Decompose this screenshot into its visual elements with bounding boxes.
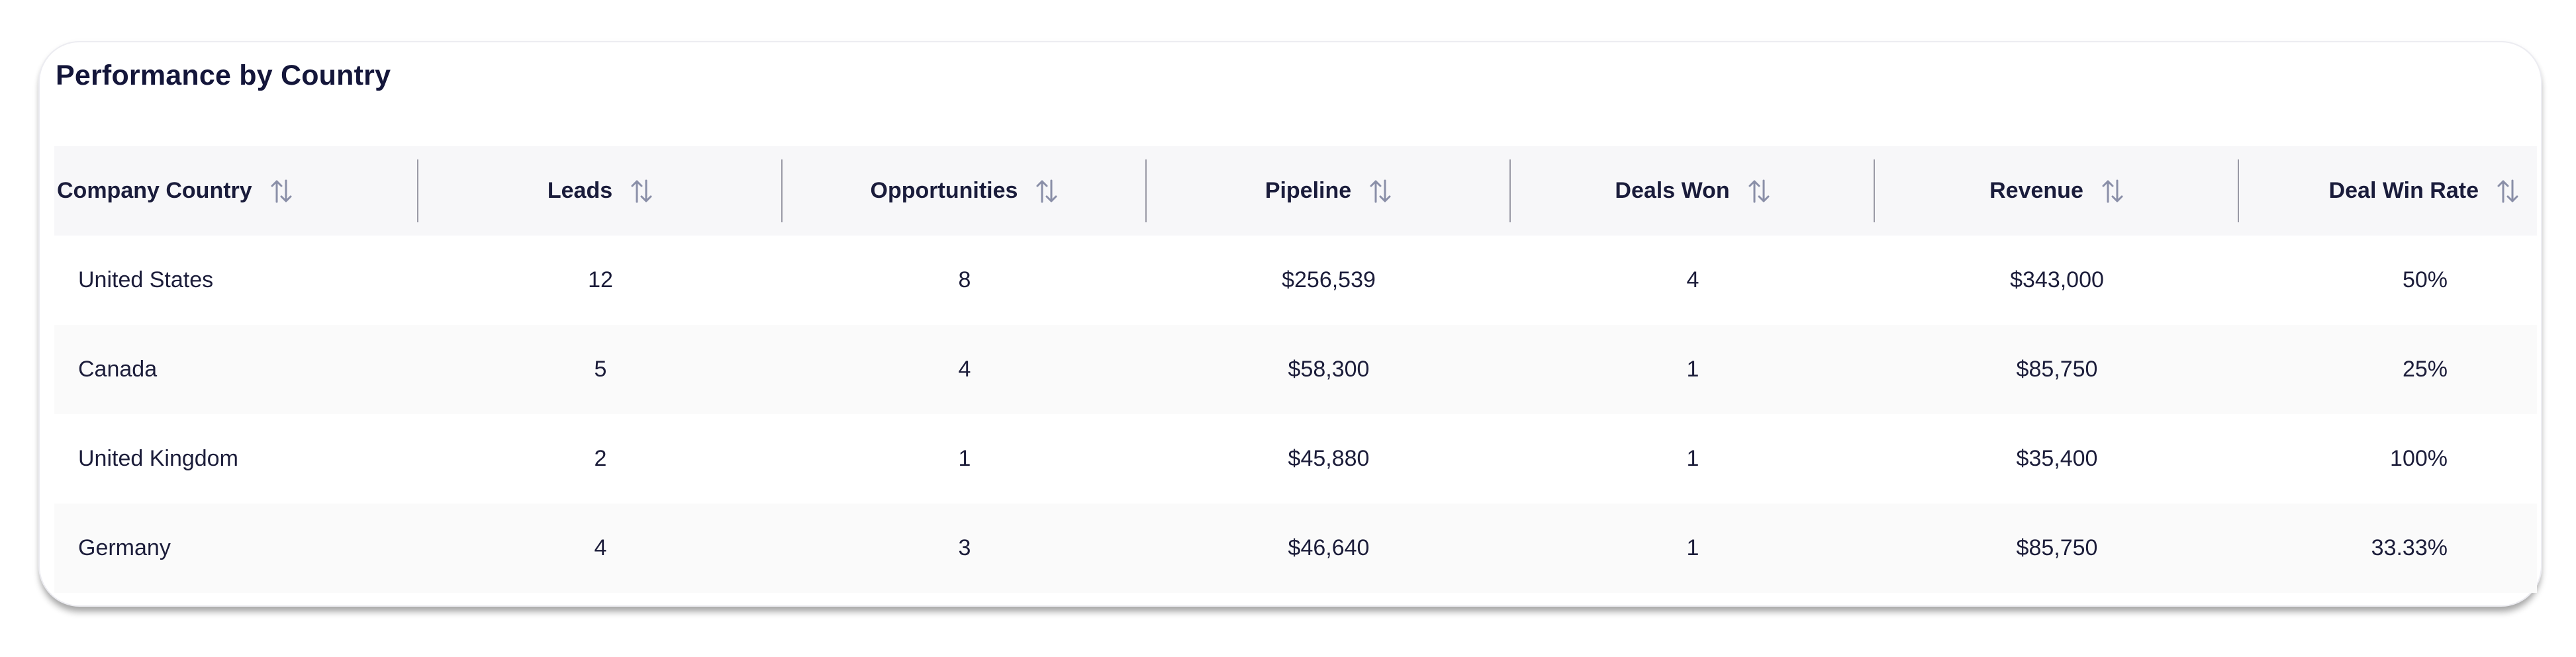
cell-win-rate: 33.33% <box>2371 535 2448 560</box>
cell-leads: 12 <box>588 267 613 292</box>
column-divider[interactable] <box>781 159 783 222</box>
sort-arrows-icon[interactable] <box>1368 178 1392 204</box>
cell-revenue: $343,000 <box>2010 267 2104 292</box>
cell-revenue: $85,750 <box>2016 357 2098 382</box>
cell-country: United States <box>78 267 214 292</box>
column-header-label: Deals Won <box>1615 178 1730 203</box>
column-header-pipeline[interactable]: Pipeline <box>1147 146 1511 236</box>
column-header-deal-win-rate[interactable]: Deal Win Rate <box>2239 146 2537 236</box>
cell-deals-won: 1 <box>1686 446 1699 471</box>
table-row: United Kingdom 2 1 $45,880 1 $35,400 100… <box>54 414 2537 504</box>
sort-arrows-icon[interactable] <box>1035 178 1059 204</box>
cell-pipeline: $46,640 <box>1288 535 1370 560</box>
cell-pipeline: $256,539 <box>1282 267 1376 292</box>
column-header-label: Deal Win Rate <box>2328 178 2479 203</box>
cell-country: Germany <box>78 535 171 560</box>
cell-opportunities: 4 <box>958 357 971 382</box>
cell-revenue: $85,750 <box>2016 535 2098 560</box>
cell-revenue: $35,400 <box>2016 446 2098 471</box>
column-header-label: Opportunities <box>870 178 1018 203</box>
sort-arrows-icon[interactable] <box>630 178 653 204</box>
cell-country: Canada <box>78 357 158 382</box>
column-header-leads[interactable]: Leads <box>418 146 783 236</box>
sort-arrows-icon[interactable] <box>2496 178 2520 204</box>
sort-arrows-icon[interactable] <box>269 178 293 204</box>
cell-opportunities: 8 <box>958 267 971 292</box>
table-row: Canada 5 4 $58,300 1 $85,750 25% <box>54 325 2537 414</box>
cell-deals-won: 1 <box>1686 357 1699 382</box>
column-header-label: Pipeline <box>1264 178 1352 203</box>
cell-leads: 5 <box>594 357 607 382</box>
table-row: Germany 4 3 $46,640 1 $85,750 33.33% <box>54 504 2537 593</box>
cell-country: United Kingdom <box>78 446 238 471</box>
column-divider[interactable] <box>2238 159 2239 222</box>
table-row: United States 12 8 $256,539 4 $343,000 5… <box>54 236 2537 325</box>
cell-deals-won: 1 <box>1686 535 1699 560</box>
column-header-label: Revenue <box>1989 178 2083 203</box>
sort-arrows-icon[interactable] <box>1747 178 1771 204</box>
cell-deals-won: 4 <box>1686 267 1699 292</box>
column-header-revenue[interactable]: Revenue <box>1875 146 2239 236</box>
cell-pipeline: $45,880 <box>1288 446 1370 471</box>
cell-opportunities: 3 <box>958 535 971 560</box>
column-divider[interactable] <box>1874 159 1875 222</box>
table-header-row: Company Country Leads Opportunities Pipe… <box>54 146 2537 236</box>
cell-win-rate: 25% <box>2402 357 2448 382</box>
column-divider[interactable] <box>417 159 418 222</box>
card-title: Performance by Country <box>56 60 391 91</box>
column-header-label: Company Country <box>57 178 252 203</box>
column-header-deals-won[interactable]: Deals Won <box>1511 146 1875 236</box>
cell-leads: 2 <box>594 446 607 471</box>
column-header-company-country[interactable]: Company Country <box>54 146 418 236</box>
performance-table: Company Country Leads Opportunities Pipe… <box>54 146 2537 593</box>
column-header-opportunities[interactable]: Opportunities <box>783 146 1147 236</box>
cell-win-rate: 50% <box>2402 267 2448 292</box>
column-header-label: Leads <box>547 178 613 203</box>
sort-arrows-icon[interactable] <box>2101 178 2124 204</box>
cell-pipeline: $58,300 <box>1288 357 1370 382</box>
column-divider[interactable] <box>1145 159 1147 222</box>
performance-by-country-card: Performance by Country Company Country L… <box>38 41 2542 607</box>
column-divider[interactable] <box>1509 159 1511 222</box>
cell-win-rate: 100% <box>2390 446 2448 471</box>
cell-opportunities: 1 <box>958 446 971 471</box>
cell-leads: 4 <box>594 535 607 560</box>
